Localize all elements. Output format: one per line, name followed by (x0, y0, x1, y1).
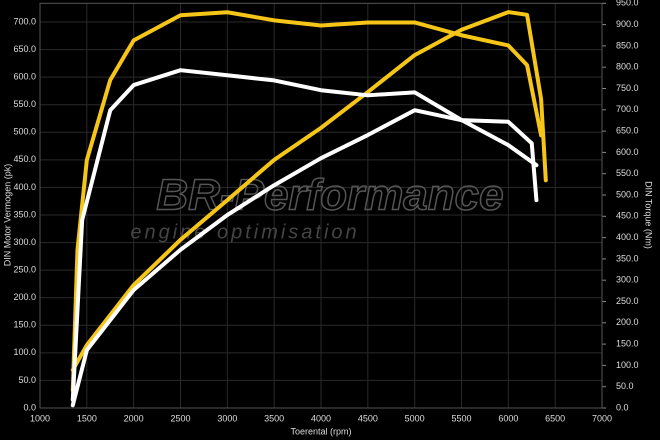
y-tick-label: 0.0 (23, 402, 36, 412)
x-tick-label: 2500 (170, 413, 190, 423)
y-tick-label: 500.0 (13, 127, 36, 137)
line-series (70, 10, 548, 372)
y-tick-label: 50.0 (18, 375, 36, 385)
y2-tick-label: 300.0 (616, 275, 639, 285)
x-tick-label: 3500 (264, 413, 284, 423)
line-series (70, 108, 539, 408)
x-tick-label: 3000 (217, 413, 237, 423)
y-tick-label: 400.0 (13, 182, 36, 192)
y2-tick-label: 800.0 (616, 62, 639, 72)
y2-tick-label: 200.0 (616, 317, 639, 327)
x-tick-label: 5500 (451, 413, 471, 423)
y2-tick-label: 900.0 (616, 19, 639, 29)
y-tick-label: 300.0 (13, 237, 36, 247)
y2-tick-label: 750.0 (616, 83, 639, 93)
y-tick-label: 350.0 (13, 209, 36, 219)
y2-tick-label: 100.0 (616, 360, 639, 370)
y2-tick-label: 450.0 (616, 211, 639, 221)
plot-frame (39, 2, 603, 409)
y2-tick-label: 650.0 (616, 125, 639, 135)
y2-tick-label: 400.0 (616, 232, 639, 242)
y-tick-label: 450.0 (13, 154, 36, 164)
y2-tick-label: 50.0 (616, 381, 634, 391)
y-tick-label: 250.0 (13, 265, 36, 275)
y2-axis-label: DIN Torque (Nm) (644, 181, 654, 249)
y-tick-label: 200.0 (13, 292, 36, 302)
y2-tick-label: 350.0 (616, 253, 639, 263)
y2-tick-label: 600.0 (616, 147, 639, 157)
y-tick-label: 600.0 (13, 72, 36, 82)
x-tick-label: 6500 (545, 413, 565, 423)
x-tick-label: 4000 (311, 413, 331, 423)
x-tick-label: 2000 (124, 413, 144, 423)
y2-tick-label: 950.0 (616, 0, 639, 8)
y2-tick-label: 550.0 (616, 168, 639, 178)
y-tick-label: 100.0 (13, 347, 36, 357)
y2-tick-label: 700.0 (616, 104, 639, 114)
y2-tick-label: 0.0 (616, 402, 629, 412)
x-tick-label: 1000 (30, 413, 50, 423)
y-axis-label: DIN Motor Vermogen (pk) (2, 164, 12, 267)
y-tick-label: 150.0 (13, 320, 36, 330)
y2-tick-label: 500.0 (616, 189, 639, 199)
y-tick-label: 550.0 (13, 99, 36, 109)
watermark-subtitle: engine optimisation (130, 221, 359, 243)
x-tick-label: 7000 (592, 413, 612, 423)
y-tick-label: 700.0 (13, 16, 36, 26)
y2-tick-label: 250.0 (616, 296, 639, 306)
x-tick-label: 6000 (498, 413, 518, 423)
x-tick-label: 1500 (77, 413, 97, 423)
x-axis-label: Toerental (rpm) (290, 426, 351, 436)
x-tick-label: 4500 (358, 413, 378, 423)
x-tick-label: 5000 (405, 413, 425, 423)
line-series (70, 10, 544, 393)
y2-tick-label: 150.0 (616, 338, 639, 348)
y2-tick-label: 850.0 (616, 40, 639, 50)
watermark-title: BR-Performance (156, 171, 503, 220)
y-tick-label: 650.0 (13, 44, 36, 54)
